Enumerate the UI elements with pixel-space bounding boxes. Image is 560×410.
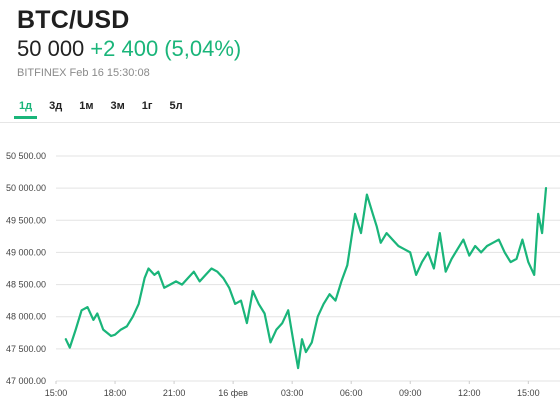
price-line: 50 000 +2 400 (5,04%) [17, 36, 241, 62]
y-tick-label: 47 500.00 [6, 344, 46, 354]
x-tick-label: 15:00 [45, 388, 68, 398]
exchange-timestamp: BITFINEX Feb 16 15:30:08 [17, 67, 150, 79]
price-chart: 47 000.00 47 500.00 48 000.00 48 500.00 49 0… [6, 151, 560, 398]
x-tick-label: 16 фев [218, 388, 248, 398]
x-tick-label: 12:00 [458, 388, 481, 398]
price-change-percent: (5,04%) [164, 36, 242, 61]
y-tick-label: 48 500.00 [6, 280, 46, 290]
current-price: 50 000 [17, 36, 85, 61]
x-tick-label: 15:00 [517, 388, 540, 398]
tab-1m[interactable]: 1м [79, 100, 94, 112]
x-tick-label: 09:00 [399, 388, 422, 398]
y-tick-label: 48 000.00 [6, 312, 46, 322]
y-tick-label: 49 500.00 [6, 215, 46, 225]
instrument-title: BTC/USD [17, 6, 130, 34]
price-series-line [64, 186, 548, 370]
x-tick-label: 06:00 [340, 388, 363, 398]
y-tick-label: 50 000.00 [6, 183, 46, 193]
period-tabs: 1д 3д 1м 3м 1г 5л [14, 97, 195, 123]
tab-5y[interactable]: 5л [169, 100, 183, 112]
tab-1y[interactable]: 1г [141, 100, 153, 112]
tab-3d[interactable]: 3д [49, 100, 63, 112]
y-tick-label: 47 000.00 [6, 376, 46, 386]
y-tick-label: 50 500.00 [6, 151, 46, 161]
x-tick-label: 21:00 [163, 388, 186, 398]
x-tick-label: 03:00 [281, 388, 304, 398]
tabs-divider [0, 122, 560, 123]
tab-3m[interactable]: 3м [110, 100, 125, 112]
y-tick-label: 49 000.00 [6, 247, 46, 257]
x-tick-label: 18:00 [104, 388, 127, 398]
price-change: +2 400 [90, 36, 159, 61]
tab-1d[interactable]: 1д [14, 97, 38, 119]
